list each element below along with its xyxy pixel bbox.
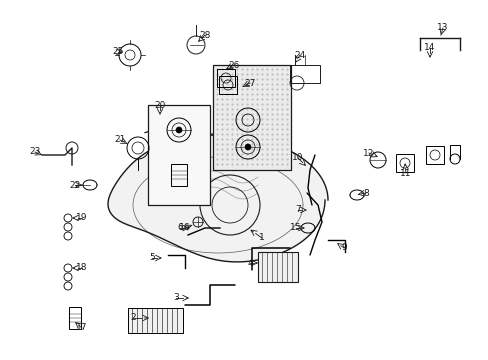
Text: 16: 16 bbox=[179, 224, 190, 233]
Text: 13: 13 bbox=[436, 23, 448, 32]
Text: 3: 3 bbox=[173, 293, 179, 302]
Bar bbox=[217, 69, 235, 87]
Text: 23: 23 bbox=[29, 148, 41, 157]
Text: 5: 5 bbox=[149, 253, 155, 262]
Text: 20: 20 bbox=[154, 100, 165, 109]
Text: 12: 12 bbox=[363, 148, 374, 158]
Bar bbox=[128, 308, 183, 333]
Text: 18: 18 bbox=[76, 264, 87, 273]
Text: 21: 21 bbox=[114, 135, 125, 144]
Text: 2: 2 bbox=[130, 314, 136, 323]
Bar bbox=[69, 307, 81, 329]
Circle shape bbox=[244, 144, 250, 150]
Bar bbox=[289, 65, 319, 83]
Text: 8: 8 bbox=[363, 189, 368, 198]
Circle shape bbox=[176, 127, 182, 133]
Bar bbox=[219, 76, 237, 94]
Bar bbox=[425, 146, 443, 164]
Text: 24: 24 bbox=[294, 50, 305, 59]
Bar bbox=[213, 65, 290, 170]
Text: 6: 6 bbox=[177, 224, 183, 233]
Text: 17: 17 bbox=[76, 324, 87, 333]
Text: 10: 10 bbox=[292, 153, 303, 162]
Text: 1: 1 bbox=[259, 234, 264, 243]
Text: 28: 28 bbox=[199, 31, 210, 40]
Bar bbox=[171, 164, 186, 186]
Polygon shape bbox=[108, 135, 327, 262]
Text: 7: 7 bbox=[295, 206, 300, 215]
Text: 27: 27 bbox=[244, 78, 255, 87]
Text: 4: 4 bbox=[246, 258, 252, 267]
Text: 15: 15 bbox=[290, 224, 301, 233]
Bar bbox=[395, 154, 413, 172]
Text: 11: 11 bbox=[400, 168, 411, 177]
Text: 25: 25 bbox=[112, 48, 123, 57]
Text: 14: 14 bbox=[424, 44, 435, 53]
Text: 26: 26 bbox=[228, 60, 239, 69]
Bar bbox=[258, 252, 297, 282]
Text: 22: 22 bbox=[69, 180, 81, 189]
Text: 19: 19 bbox=[76, 213, 87, 222]
Text: 9: 9 bbox=[341, 243, 346, 252]
Bar bbox=[148, 105, 209, 205]
